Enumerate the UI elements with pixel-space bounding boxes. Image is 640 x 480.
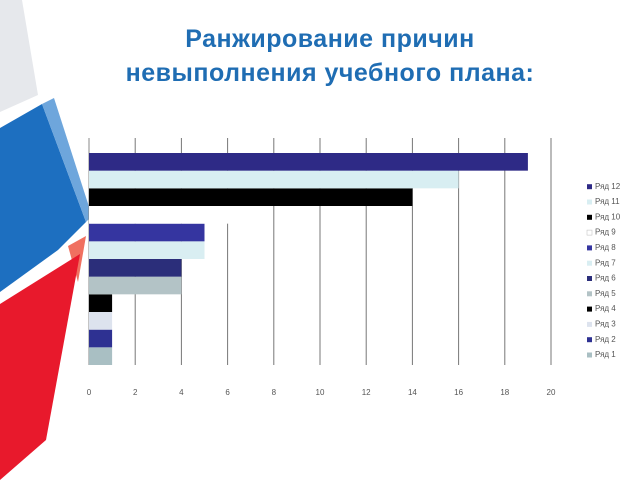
bar xyxy=(89,223,205,242)
legend-swatch xyxy=(587,184,592,190)
bar xyxy=(89,153,528,171)
legend-label: Ряд 6 xyxy=(595,274,616,283)
bar xyxy=(89,312,113,330)
legend-swatch xyxy=(587,199,592,205)
legend-swatch xyxy=(587,352,592,358)
legend-label: Ряд 2 xyxy=(595,335,616,344)
legend-label: Ряд 5 xyxy=(595,289,616,298)
legend-swatch xyxy=(587,306,592,312)
legend-label: Ряд 12 xyxy=(595,182,621,191)
legend-swatch xyxy=(587,276,592,281)
x-tick-label: 16 xyxy=(454,388,463,397)
legend-label: Ряд 1 xyxy=(595,350,616,359)
x-tick-label: 4 xyxy=(179,388,184,397)
x-tick-label: 20 xyxy=(547,388,556,397)
bar xyxy=(89,241,205,259)
legend-swatch xyxy=(586,229,593,236)
decoration xyxy=(0,0,92,480)
bar xyxy=(89,329,113,348)
x-tick-label: 18 xyxy=(500,388,509,397)
bar xyxy=(89,170,459,189)
x-tick-label: 2 xyxy=(133,388,138,397)
legend-swatch xyxy=(587,245,592,251)
legend-swatch xyxy=(587,321,592,327)
x-tick-label: 6 xyxy=(225,388,230,397)
x-tick-label: 12 xyxy=(362,388,371,397)
legend-label: Ряд 11 xyxy=(595,197,620,206)
legend-swatch xyxy=(587,260,592,266)
bar xyxy=(89,276,182,295)
legend-swatch xyxy=(587,291,592,297)
legend-label: Ряд 4 xyxy=(595,304,616,313)
legend-swatch xyxy=(587,337,592,343)
legend-label: Ряд 8 xyxy=(595,243,616,252)
legend-label: Ряд 10 xyxy=(595,212,621,221)
legend-swatch xyxy=(587,214,592,220)
bar xyxy=(89,206,251,224)
x-tick-label: 14 xyxy=(408,388,417,397)
x-tick-label: 0 xyxy=(87,388,92,397)
legend-label: Ряд 3 xyxy=(595,320,616,329)
legend-label: Ряд 9 xyxy=(595,228,616,237)
bar xyxy=(89,259,182,277)
bar xyxy=(89,294,113,312)
bar xyxy=(89,188,413,206)
bar xyxy=(89,347,113,365)
legend-label: Ряд 7 xyxy=(595,258,616,267)
x-tick-label: 10 xyxy=(316,388,325,397)
chart-title: Ранжирование причин невыполнения учебног… xyxy=(125,25,535,87)
x-tick-label: 8 xyxy=(272,388,277,397)
